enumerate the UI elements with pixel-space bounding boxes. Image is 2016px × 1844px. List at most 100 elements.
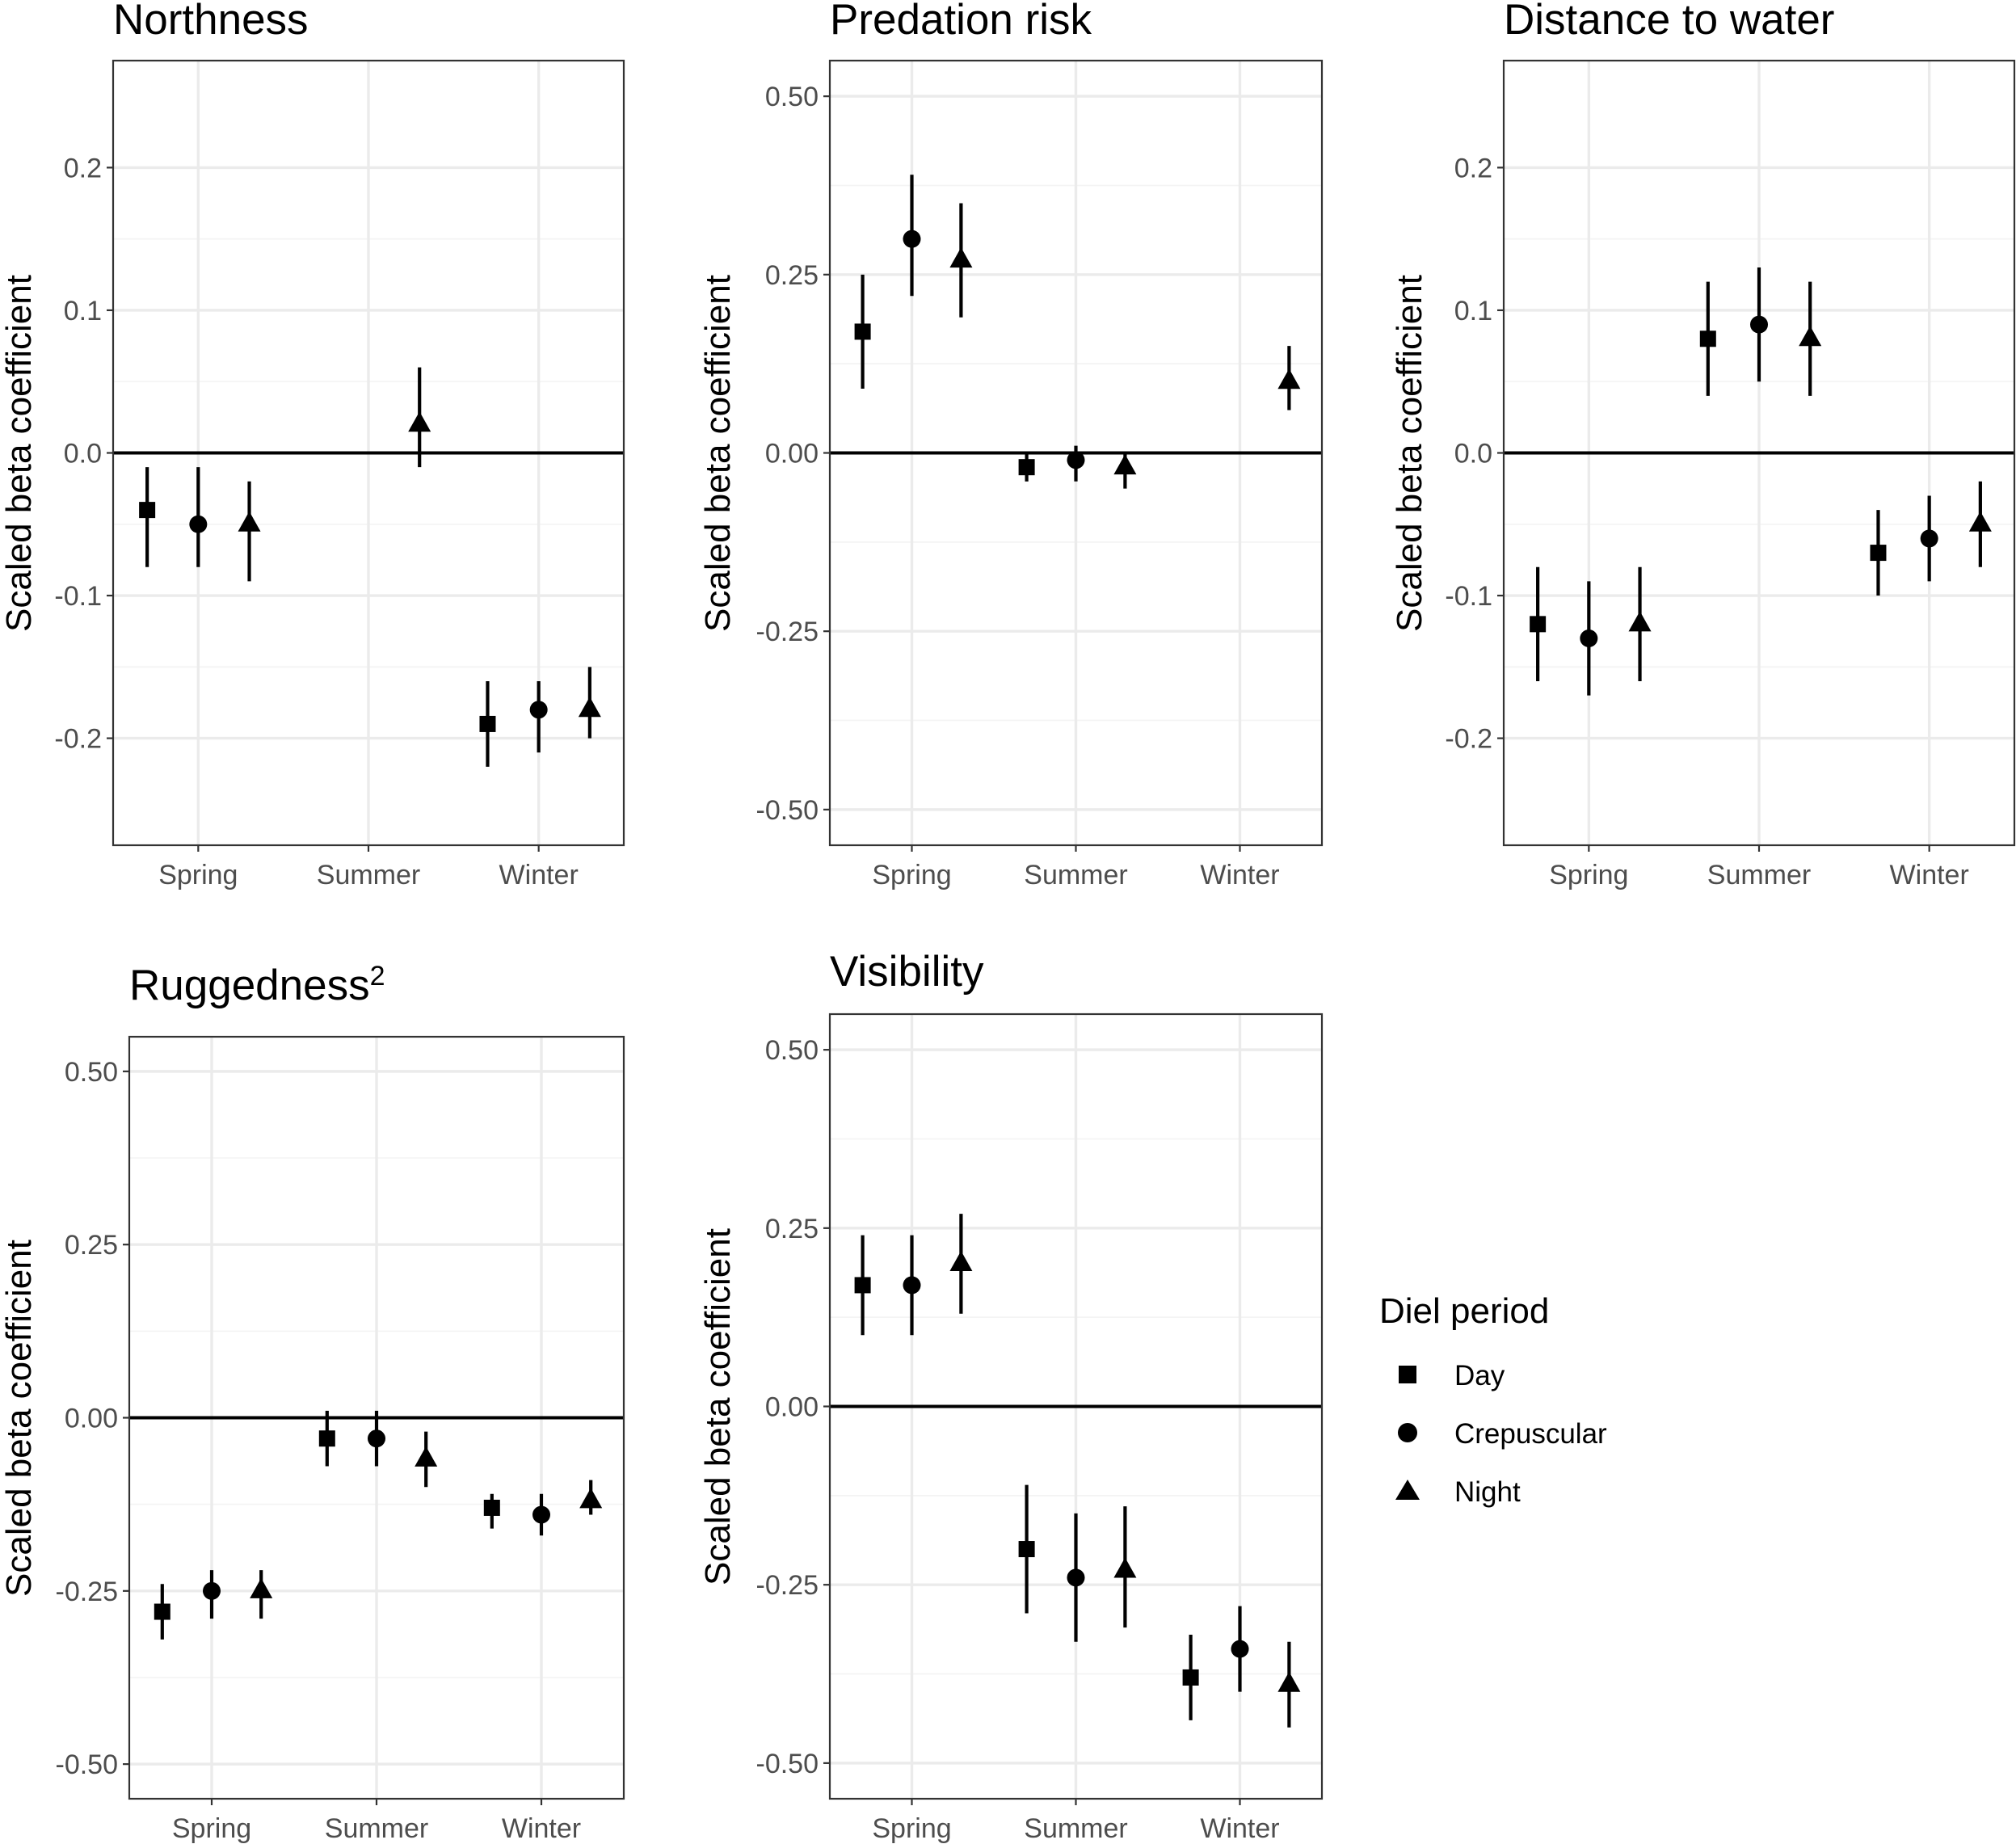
point-spring-crepuscular bbox=[903, 229, 921, 248]
point-spring-night bbox=[949, 247, 973, 268]
legend-label-night: Night bbox=[1454, 1476, 1521, 1508]
panel-title: Visibility bbox=[830, 948, 984, 996]
point-winter-night bbox=[1277, 1671, 1301, 1692]
panel-ruggedness: -0.50 -0.25 0.00 0.25 0.50 Spring Summer Winter… bbox=[0, 961, 625, 1844]
point-spring-night bbox=[238, 511, 261, 532]
legend-label-day: Day bbox=[1454, 1360, 1505, 1391]
point-summer-crepuscular bbox=[1067, 1568, 1085, 1587]
x-tick-label-spring: Spring bbox=[158, 860, 238, 890]
point-winter-crepuscular bbox=[529, 701, 548, 719]
point-summer-night bbox=[415, 1446, 438, 1467]
x-tick-label-summer: Summer bbox=[317, 860, 420, 890]
x-tick-label-summer: Summer bbox=[1024, 1813, 1127, 1844]
point-summer-crepuscular bbox=[1750, 315, 1768, 334]
y-tick-label: -0.2 bbox=[54, 724, 102, 755]
panel-title: Ruggedness2 bbox=[129, 961, 385, 1009]
y-tick-label: -0.50 bbox=[56, 1749, 119, 1780]
x-tick-label-spring: Spring bbox=[872, 860, 951, 890]
y-tick-label: -0.50 bbox=[756, 1749, 819, 1779]
panel-visibility: -0.50 -0.25 0.00 0.25 0.50 Spring Summer Winter… bbox=[698, 948, 1324, 1844]
point-spring-crepuscular bbox=[903, 1276, 921, 1295]
y-tick-label: -0.25 bbox=[56, 1577, 119, 1607]
y-tick-label: 0.25 bbox=[65, 1230, 118, 1261]
x-tick-label-winter: Winter bbox=[502, 1813, 581, 1844]
point-winter-crepuscular bbox=[532, 1505, 550, 1524]
y-tick-label: 0.00 bbox=[65, 1404, 118, 1434]
y-axis-title: Scaled beta coefficient bbox=[0, 1240, 39, 1597]
y-axis-title: Scaled beta coefficient bbox=[0, 275, 39, 632]
y-tick-label: -0.2 bbox=[1445, 724, 1492, 755]
panel-border bbox=[1502, 59, 2016, 847]
point-winter-night bbox=[579, 1488, 603, 1509]
panel-northness: -0.2 -0.1 0.0 0.1 0.2 Spring Summer Winter North… bbox=[0, 0, 625, 890]
point-spring-crepuscular bbox=[1580, 629, 1598, 648]
legend-item-night: Night bbox=[1395, 1476, 1521, 1508]
x-tick-label-winter: Winter bbox=[1200, 1813, 1279, 1844]
point-winter-night bbox=[1277, 368, 1301, 389]
y-tick-label: 0.2 bbox=[1454, 153, 1492, 183]
x-tick-label-winter: Winter bbox=[1200, 860, 1279, 890]
y-tick-label: -0.25 bbox=[756, 617, 819, 647]
legend-triangle-icon bbox=[1395, 1480, 1420, 1500]
legend: Diel period Day Crepuscular Night bbox=[1379, 1291, 1607, 1508]
panel-title: Northness bbox=[113, 0, 309, 44]
x-tick-label-summer: Summer bbox=[325, 1813, 428, 1844]
point-winter-crepuscular bbox=[1231, 1640, 1249, 1658]
point-winter-night bbox=[578, 697, 601, 718]
panel-border bbox=[112, 59, 625, 847]
y-tick-label: 0.1 bbox=[64, 296, 102, 326]
panel-border bbox=[828, 59, 1324, 847]
panel-title-superscript: 2 bbox=[370, 961, 385, 991]
point-spring-night bbox=[1628, 611, 1652, 632]
x-tick-label-spring: Spring bbox=[872, 1813, 951, 1844]
y-tick-label: 0.0 bbox=[64, 439, 102, 469]
point-spring-night bbox=[949, 1250, 973, 1271]
legend-label-crepuscular: Crepuscular bbox=[1454, 1418, 1607, 1450]
legend-square-icon bbox=[1399, 1366, 1416, 1383]
point-winter-day bbox=[483, 1499, 500, 1516]
y-tick-label: 0.50 bbox=[765, 82, 819, 112]
x-tick-label-spring: Spring bbox=[1549, 860, 1628, 890]
y-tick-label: 0.50 bbox=[65, 1057, 118, 1088]
point-summer-day bbox=[1018, 459, 1035, 476]
point-spring-day bbox=[139, 502, 156, 519]
panel-title: Distance to water bbox=[1504, 0, 1834, 44]
point-summer-night bbox=[1113, 1557, 1137, 1578]
y-tick-label: 0.50 bbox=[765, 1035, 819, 1066]
x-tick-label-summer: Summer bbox=[1707, 860, 1811, 890]
y-tick-label: 0.1 bbox=[1454, 296, 1492, 326]
x-tick-label-winter: Winter bbox=[1890, 860, 1969, 890]
panel-border bbox=[128, 1035, 625, 1800]
point-winter-day bbox=[1870, 545, 1887, 562]
point-summer-crepuscular bbox=[1067, 451, 1085, 469]
point-winter-day bbox=[479, 715, 496, 732]
legend-item-crepuscular: Crepuscular bbox=[1398, 1418, 1607, 1450]
y-tick-label: -0.50 bbox=[756, 795, 819, 826]
legend-circle-icon bbox=[1398, 1423, 1417, 1442]
y-tick-label: 0.25 bbox=[765, 1214, 819, 1244]
point-summer-day bbox=[318, 1430, 335, 1447]
y-tick-label: -0.1 bbox=[54, 581, 102, 612]
y-tick-label: 0.2 bbox=[64, 153, 102, 183]
y-tick-label: 0.25 bbox=[765, 260, 819, 291]
point-summer-night bbox=[1113, 454, 1137, 475]
point-spring-crepuscular bbox=[203, 1581, 221, 1600]
point-winter-crepuscular bbox=[1920, 529, 1938, 548]
y-tick-label: 0.00 bbox=[765, 1392, 819, 1423]
point-summer-night bbox=[408, 411, 431, 432]
point-spring-day bbox=[154, 1603, 170, 1620]
point-spring-night bbox=[250, 1577, 273, 1598]
panel-title: Predation risk bbox=[830, 0, 1092, 44]
point-summer-day bbox=[1699, 330, 1716, 347]
y-axis-title: Scaled beta coefficient bbox=[698, 275, 738, 632]
point-summer-day bbox=[1018, 1541, 1035, 1558]
point-summer-crepuscular bbox=[368, 1429, 385, 1448]
panel-distance-to-water: -0.2 -0.1 0.0 0.1 0.2 Spring Summer Winter Dista… bbox=[1390, 0, 2016, 890]
point-spring-day bbox=[854, 1277, 871, 1294]
point-winter-night bbox=[1968, 511, 1992, 532]
y-tick-label: 0.00 bbox=[765, 439, 819, 469]
x-tick-label-spring: Spring bbox=[172, 1813, 251, 1844]
x-tick-label-winter: Winter bbox=[499, 860, 579, 890]
